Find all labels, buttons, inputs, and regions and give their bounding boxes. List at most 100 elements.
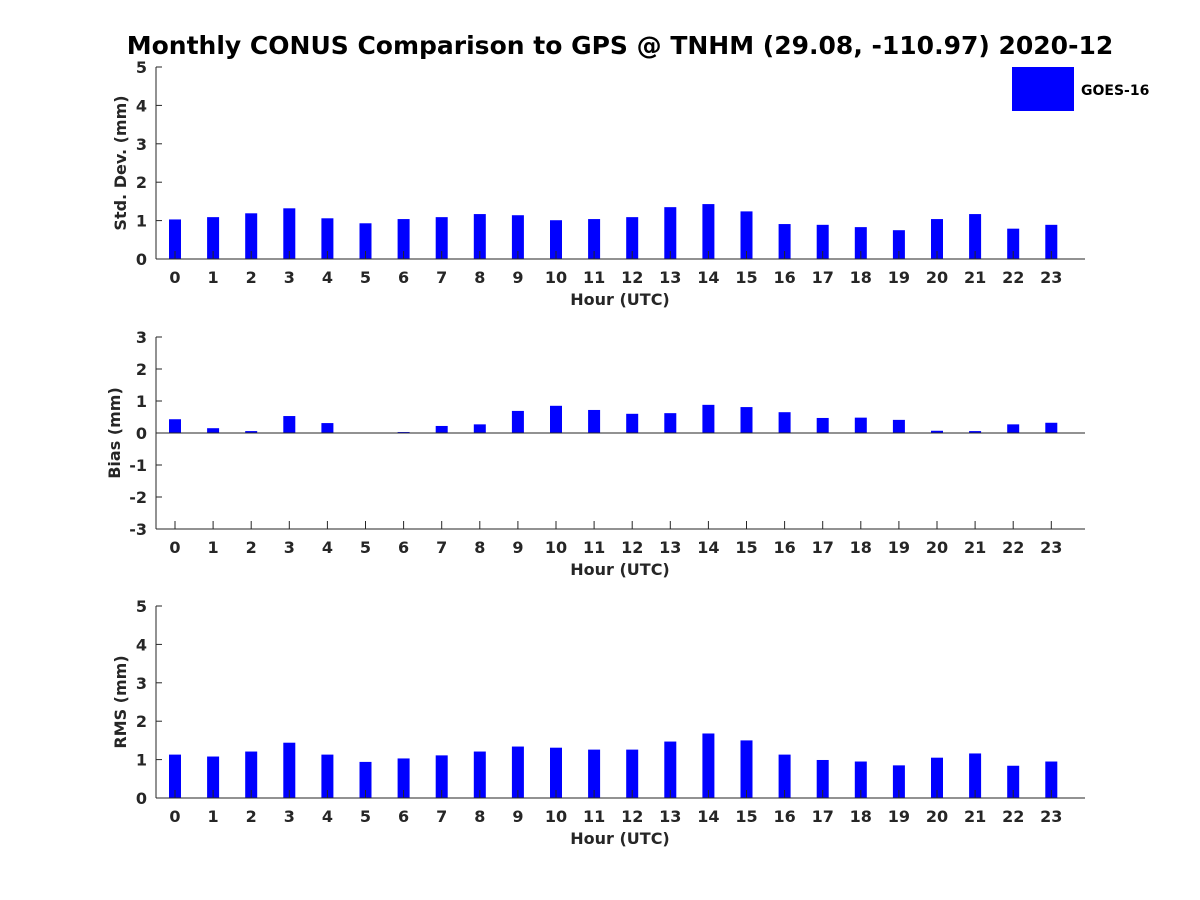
- x-tick-label: 7: [436, 538, 447, 557]
- x-tick-label: 12: [621, 807, 643, 826]
- bar-hour-19: [892, 419, 905, 433]
- x-tick-label: 6: [398, 538, 409, 557]
- bar-hour-15: [740, 740, 753, 798]
- bar-hour-10: [550, 405, 562, 433]
- x-tick-label: 22: [1002, 807, 1024, 826]
- x-axis-label: Hour (UTC): [570, 829, 670, 848]
- bar-hour-8: [473, 424, 486, 433]
- bar-hour-2: [245, 213, 258, 259]
- x-tick-label: 23: [1040, 268, 1062, 287]
- y-tick-label: 0: [136, 424, 147, 443]
- x-tick-label: 6: [398, 268, 409, 287]
- x-tick-label: 6: [398, 807, 409, 826]
- bar-hour-5: [359, 223, 372, 259]
- x-tick-label: 18: [850, 807, 872, 826]
- x-tick-label: 2: [246, 268, 257, 287]
- x-tick-label: 21: [964, 538, 986, 557]
- x-axis-label: Hour (UTC): [570, 560, 670, 579]
- bar-hour-16: [778, 754, 791, 798]
- bar-hour-1: [207, 217, 220, 259]
- bar-hour-10: [550, 747, 562, 798]
- bar-hour-2: [245, 431, 258, 433]
- bar-hour-12: [626, 749, 639, 798]
- bar-hour-11: [588, 219, 601, 259]
- bar-hour-22: [1007, 765, 1020, 798]
- x-tick-label: 18: [850, 268, 872, 287]
- bar-hour-4: [321, 423, 334, 433]
- bar-hour-20: [931, 219, 943, 259]
- y-tick-label: 0: [136, 789, 147, 808]
- x-tick-label: 13: [659, 268, 681, 287]
- y-tick-label: -3: [129, 520, 147, 539]
- x-tick-label: 13: [659, 807, 681, 826]
- x-tick-label: 3: [284, 538, 295, 557]
- bar-hour-2: [245, 751, 258, 798]
- x-tick-label: 20: [926, 268, 948, 287]
- x-tick-label: 23: [1040, 538, 1062, 557]
- y-tick-label: 5: [136, 58, 147, 77]
- x-tick-label: 18: [850, 538, 872, 557]
- x-tick-label: 4: [322, 807, 333, 826]
- bar-hour-9: [511, 215, 524, 259]
- bar-hour-22: [1007, 424, 1020, 433]
- bar-hour-15: [740, 211, 753, 259]
- x-tick-label: 7: [436, 807, 447, 826]
- bar-hour-5: [359, 761, 372, 798]
- x-tick-label: 10: [545, 807, 567, 826]
- x-tick-label: 2: [246, 538, 257, 557]
- x-tick-label: 15: [735, 538, 757, 557]
- x-tick-label: 16: [773, 538, 795, 557]
- bar-hour-13: [664, 741, 677, 798]
- x-tick-label: 9: [512, 268, 523, 287]
- x-tick-label: 15: [735, 807, 757, 826]
- x-tick-label: 21: [964, 807, 986, 826]
- bar-hour-11: [588, 749, 601, 798]
- y-tick-label: -2: [129, 488, 147, 507]
- x-tick-label: 5: [360, 538, 371, 557]
- bar-hour-21: [969, 753, 982, 798]
- x-tick-label: 12: [621, 268, 643, 287]
- bar-hour-4: [321, 218, 334, 259]
- bar-hour-19: [892, 230, 905, 259]
- bar-hour-18: [854, 417, 867, 433]
- bar-hour-17: [816, 417, 829, 433]
- y-tick-label: 2: [136, 360, 147, 379]
- bar-hour-8: [473, 214, 486, 259]
- bar-hour-22: [1007, 228, 1020, 259]
- x-tick-label: 15: [735, 268, 757, 287]
- x-tick-label: 7: [436, 268, 447, 287]
- bar-hour-7: [435, 755, 448, 798]
- y-axis-label: RMS (mm): [111, 655, 130, 748]
- x-axis-label: Hour (UTC): [570, 290, 670, 309]
- legend-swatch-goes-16: [1012, 67, 1074, 111]
- x-tick-label: 1: [208, 807, 219, 826]
- x-tick-label: 14: [697, 268, 719, 287]
- x-tick-label: 3: [284, 807, 295, 826]
- bar-hour-18: [854, 761, 867, 798]
- bar-hour-0: [169, 419, 181, 433]
- bar-hour-6: [397, 758, 410, 798]
- y-tick-label: 0: [136, 250, 147, 269]
- x-tick-label: 1: [208, 268, 219, 287]
- x-tick-label: 13: [659, 538, 681, 557]
- y-tick-label: 1: [136, 751, 147, 770]
- bar-hour-3: [283, 742, 296, 798]
- x-tick-label: 0: [169, 538, 180, 557]
- x-tick-label: 20: [926, 538, 948, 557]
- x-tick-label: 8: [474, 807, 485, 826]
- x-tick-label: 22: [1002, 268, 1024, 287]
- x-tick-label: 11: [583, 268, 605, 287]
- bar-hour-19: [892, 765, 905, 798]
- x-tick-label: 16: [773, 268, 795, 287]
- bar-hour-1: [207, 428, 220, 433]
- x-tick-label: 17: [812, 807, 834, 826]
- bar-hour-14: [702, 404, 715, 433]
- x-tick-label: 11: [583, 538, 605, 557]
- chart-title: Monthly CONUS Comparison to GPS @ TNHM (…: [127, 31, 1114, 60]
- x-tick-label: 10: [545, 268, 567, 287]
- y-tick-label: 2: [136, 712, 147, 731]
- x-tick-label: 17: [812, 268, 834, 287]
- x-tick-label: 17: [812, 538, 834, 557]
